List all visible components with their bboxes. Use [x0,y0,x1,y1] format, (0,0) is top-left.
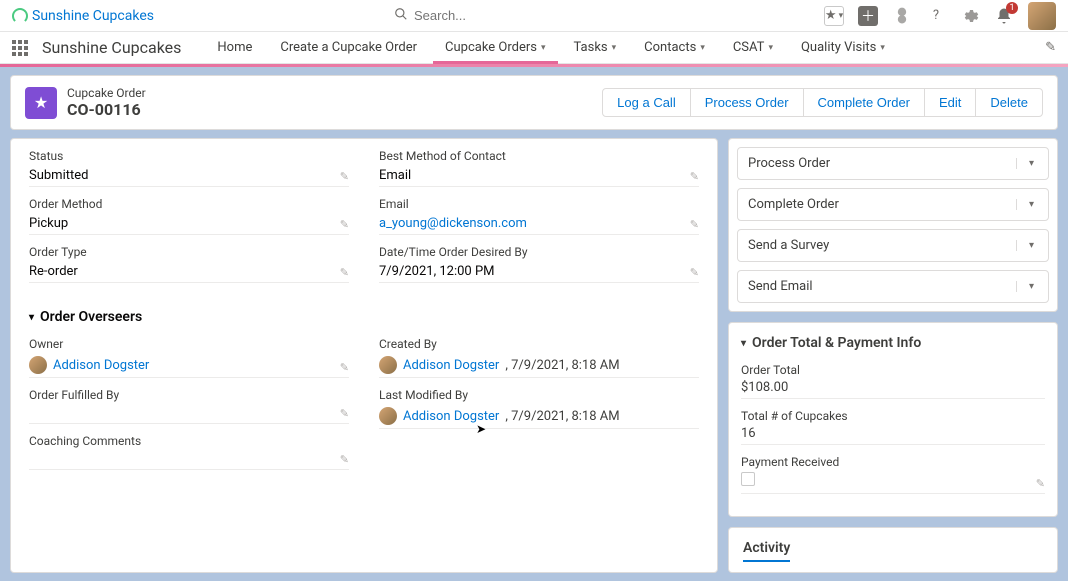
chevron-down-icon: ▾ [741,338,746,349]
modified-by-link[interactable]: Addison Dogster [403,409,499,424]
chevron-down-icon[interactable]: ▾ [1016,158,1038,169]
chevron-down-icon: ▾ [29,312,34,323]
section-order-overseers[interactable]: ▾ Order Overseers [29,309,699,325]
details-panel: Status Submitted ✎ Order Method Pickup ✎… [10,138,718,573]
help-icon[interactable]: ? [926,6,946,26]
chevron-down-icon: ▾ [541,43,546,53]
field-modified-by: Last Modified By Addison Dogster , 7/9/2… [379,388,699,429]
edit-field-icon[interactable]: ✎ [1036,477,1045,490]
app-name: Sunshine Cupcakes [42,38,181,57]
favorites-menu[interactable]: ★▾ [824,6,844,26]
nav-quality-visits[interactable]: Quality Visits▾ [789,34,897,61]
owner-link[interactable]: Addison Dogster [53,358,149,373]
record-title: CO-00116 [67,100,146,119]
accent-divider [0,64,1068,67]
field-best-contact: Best Method of Contact Email ✎ [379,149,699,187]
email-link[interactable]: a_young@dickenson.com [379,216,527,231]
notification-count-badge: 1 [1006,2,1018,14]
edit-field-icon[interactable]: ✎ [340,407,349,420]
log-a-call-button[interactable]: Log a Call [602,88,691,117]
edit-field-icon[interactable]: ✎ [690,170,699,183]
delete-button[interactable]: Delete [975,88,1043,117]
record-type-label: Cupcake Order [67,86,146,100]
right-sidebar: Process Order▾ Complete Order▾ Send a Su… [728,138,1058,573]
global-header: Sunshine Cupcakes ★▾ ＋ ? 1 [0,0,1068,32]
app-launcher-icon[interactable] [12,40,28,56]
payment-received-checkbox[interactable] [741,472,755,486]
activity-card: Activity [728,527,1058,573]
salesforce-help-icon[interactable] [892,6,912,26]
quick-action-complete-order[interactable]: Complete Order▾ [737,188,1049,221]
record-header: ★ Cupcake Order CO-00116 Log a Call Proc… [10,75,1058,130]
chevron-down-icon[interactable]: ▾ [1016,281,1038,292]
field-cupcake-count: Total # of Cupcakes 16 [741,409,1045,445]
chevron-down-icon[interactable]: ▾ [1016,199,1038,210]
chevron-down-icon: ▾ [700,43,705,53]
quick-action-send-email[interactable]: Send Email▾ [737,270,1049,303]
field-payment-received: Payment Received ✎ [741,455,1045,494]
nav-cupcake-orders[interactable]: Cupcake Orders▾ [433,31,557,64]
record-action-buttons: Log a Call Process Order Complete Order … [603,88,1043,117]
field-order-method: Order Method Pickup ✎ [29,197,349,235]
created-by-link[interactable]: Addison Dogster [403,358,499,373]
quick-action-process-order[interactable]: Process Order▾ [737,147,1049,180]
modified-by-timestamp: , 7/9/2021, 8:18 AM [505,409,619,424]
search-input[interactable] [414,8,614,23]
nav-tasks[interactable]: Tasks▾ [562,34,629,61]
edit-field-icon[interactable]: ✎ [340,266,349,279]
chevron-down-icon: ▾ [880,43,885,53]
payment-section-title[interactable]: ▾ Order Total & Payment Info [741,335,1045,351]
payment-info-card: ▾ Order Total & Payment Info Order Total… [728,322,1058,517]
nav-create-order[interactable]: Create a Cupcake Order [268,34,429,61]
user-avatar-icon [29,356,47,374]
search-icon [394,7,408,25]
nav-contacts[interactable]: Contacts▾ [632,34,717,61]
created-by-timestamp: , 7/9/2021, 8:18 AM [505,358,619,373]
edit-button[interactable]: Edit [924,88,976,117]
chevron-down-icon[interactable]: ▾ [1016,240,1038,251]
field-coaching-comments: Coaching Comments ✎ [29,434,349,470]
edit-field-icon[interactable]: ✎ [690,218,699,231]
field-email: Email a_young@dickenson.com ✎ [379,197,699,235]
user-avatar-icon [379,356,397,374]
header-utility-icons: ★▾ ＋ ? 1 [824,2,1056,30]
record-type-icon: ★ [25,87,57,119]
nav-home[interactable]: Home [205,34,264,61]
edit-nav-icon[interactable]: ✎ [1045,40,1056,55]
field-order-total: Order Total $108.00 [741,363,1045,399]
edit-field-icon[interactable]: ✎ [340,218,349,231]
nav-csat[interactable]: CSAT▾ [721,34,785,61]
field-desired-by: Date/Time Order Desired By 7/9/2021, 12:… [379,245,699,283]
brand-name: Sunshine Cupcakes [32,8,154,24]
field-order-type: Order Type Re-order ✎ [29,245,349,283]
field-created-by: Created By Addison Dogster , 7/9/2021, 8… [379,337,699,378]
global-search[interactable] [394,7,614,25]
process-order-button[interactable]: Process Order [690,88,804,117]
complete-order-button[interactable]: Complete Order [803,88,925,117]
field-fulfilled-by: Order Fulfilled By ✎ [29,388,349,424]
logo-icon [12,8,28,24]
field-status: Status Submitted ✎ [29,149,349,187]
setup-gear-icon[interactable] [960,6,980,26]
chevron-down-icon: ▾ [612,43,617,53]
edit-field-icon[interactable]: ✎ [340,170,349,183]
quick-action-send-survey[interactable]: Send a Survey▾ [737,229,1049,262]
quick-actions-card: Process Order▾ Complete Order▾ Send a Su… [728,138,1058,312]
user-avatar[interactable] [1028,2,1056,30]
global-create-button[interactable]: ＋ [858,6,878,26]
activity-tab[interactable]: Activity [743,540,790,562]
edit-field-icon[interactable]: ✎ [690,266,699,279]
notifications-bell-icon[interactable]: 1 [994,6,1014,26]
field-owner: Owner Addison Dogster ✎ [29,337,349,378]
edit-field-icon[interactable]: ✎ [340,361,349,374]
edit-field-icon[interactable]: ✎ [340,453,349,466]
user-avatar-icon [379,407,397,425]
brand-logo[interactable]: Sunshine Cupcakes [12,8,154,24]
app-nav-bar: Sunshine Cupcakes Home Create a Cupcake … [0,32,1068,64]
main-content: Status Submitted ✎ Order Method Pickup ✎… [0,130,1068,581]
chevron-down-icon: ▾ [768,43,773,53]
